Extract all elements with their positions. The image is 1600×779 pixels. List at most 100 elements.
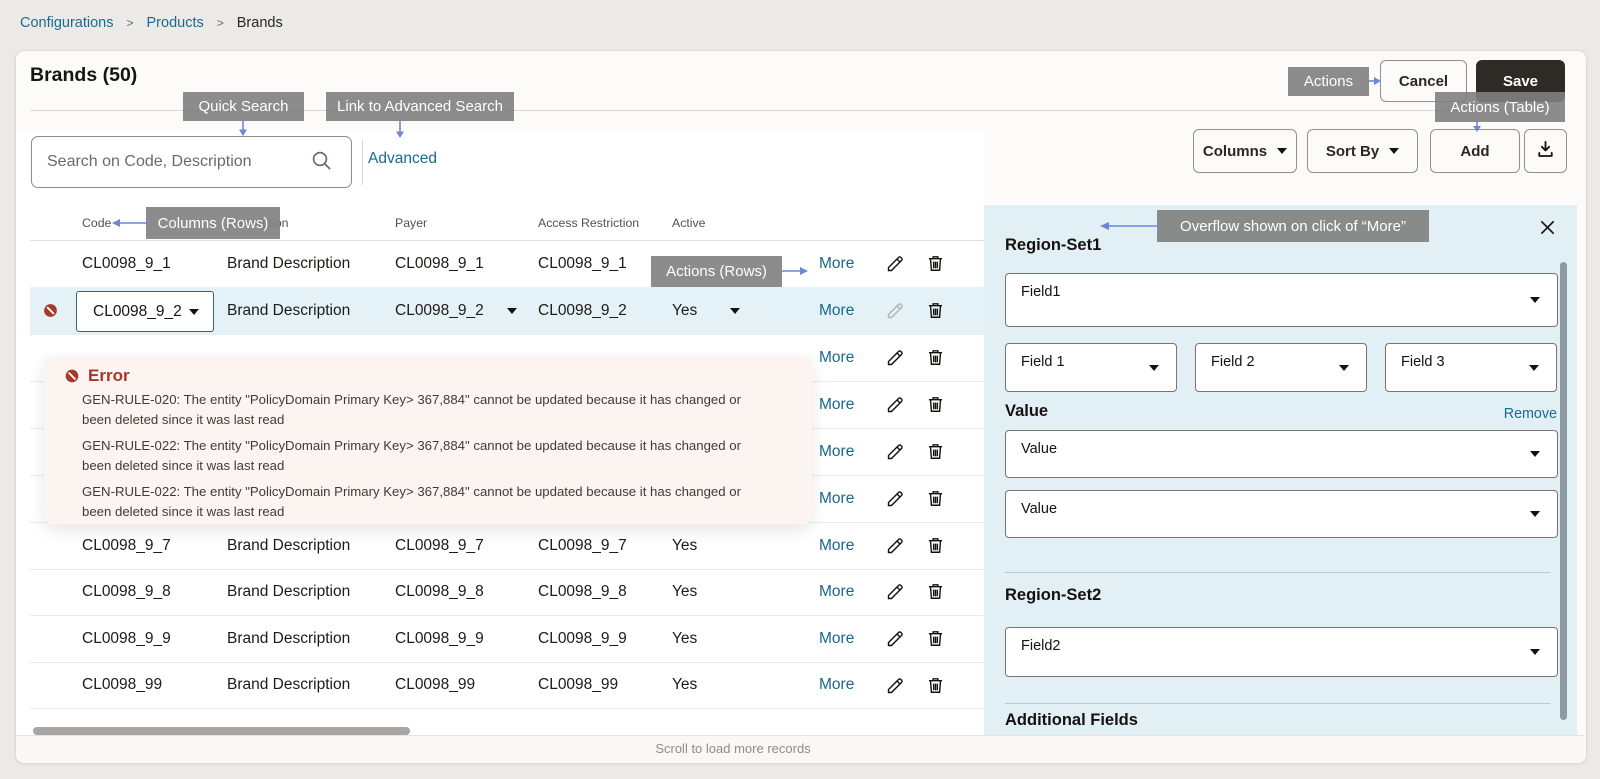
edit-pencil-icon[interactable] — [884, 475, 906, 522]
chevron-down-icon — [1389, 148, 1400, 154]
scroll-hint: Scroll to load more records — [655, 741, 811, 756]
chevron-down-icon[interactable] — [730, 308, 740, 314]
breadcrumb-separator: > — [216, 16, 224, 30]
field2-select[interactable]: Field2 — [1005, 627, 1558, 677]
cell-access-restriction: CL0098_9_9 — [538, 629, 627, 647]
code-select-value: CL0098_9_2 — [93, 302, 182, 320]
title-divider — [30, 110, 1554, 111]
code-select[interactable]: CL0098_9_2 — [76, 291, 214, 332]
breadcrumb-separator: > — [126, 16, 134, 30]
add-button[interactable]: Add — [1430, 129, 1520, 173]
columns-button-label: Columns — [1202, 142, 1268, 160]
edit-pencil-icon[interactable] — [884, 381, 906, 428]
value2-select[interactable]: Value — [1005, 490, 1558, 538]
more-link[interactable]: More — [819, 395, 855, 413]
error-forbidden-icon — [42, 302, 59, 324]
annotation-link-to-advanced-search: Link to Advanced Search — [326, 92, 514, 121]
delete-trash-icon[interactable] — [924, 662, 946, 708]
annotation-actions: Actions — [1288, 67, 1369, 96]
sort-by-button-label: Sort By — [1325, 142, 1380, 160]
breadcrumb: Configurations > Products > Brands — [20, 15, 283, 31]
delete-trash-icon[interactable] — [924, 615, 946, 662]
edit-pencil-icon[interactable] — [884, 240, 906, 287]
table-row: CL0098_99 Brand Description CL0098_99 CL… — [30, 662, 984, 709]
sub-field1-select-value: Field 1 — [1021, 354, 1065, 370]
cell-code: CL0098_99 — [82, 676, 163, 693]
vertical-scrollbar[interactable] — [1560, 262, 1567, 720]
sub-field2-select[interactable]: Field 2 — [1195, 343, 1367, 392]
error-message-line: GEN-RULE-020: The entity "PolicyDomain P… — [82, 392, 741, 407]
panel-divider — [1005, 703, 1550, 704]
arrow-left-icon — [112, 219, 148, 227]
cell-active: Yes — [672, 676, 698, 693]
more-link[interactable]: More — [819, 582, 855, 600]
delete-trash-icon[interactable] — [924, 475, 946, 522]
search-input[interactable] — [31, 136, 352, 188]
edit-pencil-icon[interactable] — [884, 522, 906, 569]
active-select-value[interactable]: Yes — [672, 301, 698, 319]
more-link[interactable]: More — [819, 348, 855, 366]
download-icon — [1534, 138, 1557, 165]
region-set2-heading: Region-Set2 — [1005, 586, 1102, 604]
edit-pencil-icon[interactable] — [884, 615, 906, 662]
delete-trash-icon[interactable] — [924, 428, 946, 475]
more-link[interactable]: More — [819, 254, 855, 272]
region-set1-heading: Region-Set1 — [1005, 236, 1102, 254]
breadcrumb-products[interactable]: Products — [146, 15, 204, 31]
value1-select-value: Value — [1021, 441, 1058, 457]
columns-button[interactable]: Columns — [1193, 129, 1297, 173]
table-footer — [16, 735, 1584, 762]
download-button[interactable] — [1524, 129, 1567, 173]
field2-select-value: Field2 — [1021, 638, 1061, 654]
edit-pencil-icon[interactable] — [884, 662, 906, 708]
more-link[interactable]: More — [819, 676, 855, 693]
chevron-down-icon — [1277, 148, 1288, 154]
arrow-right-icon — [782, 267, 808, 275]
more-link[interactable]: More — [819, 629, 855, 647]
value1-select[interactable]: Value — [1005, 430, 1558, 478]
field1-select-value: Field1 — [1021, 284, 1061, 300]
delete-trash-icon[interactable] — [924, 381, 946, 428]
more-link[interactable]: More — [819, 442, 855, 460]
horizontal-scrollbar[interactable] — [33, 727, 410, 735]
delete-trash-icon[interactable] — [924, 287, 946, 334]
more-link[interactable]: More — [819, 489, 855, 507]
arrow-left-icon — [1100, 222, 1158, 230]
table-row: CL0098_9_8 Brand Description CL0098_9_8 … — [30, 568, 984, 616]
breadcrumb-brands: Brands — [236, 15, 283, 31]
table-row: CL0098_9_7 Brand Description CL0098_9_7 … — [30, 522, 984, 570]
chevron-down-icon — [1530, 451, 1540, 457]
payer-select-value[interactable]: CL0098_9_2 — [395, 301, 484, 319]
sub-field1-select[interactable]: Field 1 — [1005, 343, 1177, 392]
error-message-line: GEN-RULE-022: The entity "PolicyDomain P… — [82, 438, 741, 453]
cell-payer: CL0098_9_8 — [395, 582, 484, 600]
value-heading: Value — [1005, 402, 1049, 420]
error-message: GEN-RULE-022: The entity "PolicyDomain P… — [82, 436, 782, 475]
more-link[interactable]: More — [819, 536, 855, 554]
delete-trash-icon[interactable] — [924, 568, 946, 615]
cell-code: CL0098_9_9 — [82, 629, 171, 647]
delete-trash-icon[interactable] — [924, 334, 946, 381]
breadcrumb-configurations[interactable]: Configurations — [20, 15, 114, 31]
edit-pencil-icon[interactable] — [884, 568, 906, 615]
edit-pencil-icon — [884, 287, 906, 334]
chevron-down-icon — [1529, 364, 1539, 371]
edit-pencil-icon[interactable] — [884, 428, 906, 475]
chevron-down-icon — [1339, 364, 1349, 371]
annotation-overflow-more: Overflow shown on click of “More” — [1157, 210, 1429, 242]
remove-link[interactable]: Remove — [1503, 406, 1557, 422]
close-icon[interactable] — [1534, 214, 1560, 240]
delete-trash-icon[interactable] — [924, 522, 946, 569]
sort-by-button[interactable]: Sort By — [1307, 129, 1418, 173]
cell-description: Brand Description — [227, 629, 351, 647]
advanced-search-link[interactable]: Advanced — [368, 150, 437, 167]
annotation-columns-rows: Columns (Rows) — [146, 207, 280, 239]
sub-field3-select[interactable]: Field 3 — [1385, 343, 1557, 392]
edit-pencil-icon[interactable] — [884, 334, 906, 381]
arrow-down-icon — [239, 121, 247, 136]
field1-select[interactable]: Field1 — [1005, 273, 1558, 327]
error-message-line: been deleted since it was last read — [82, 457, 285, 473]
delete-trash-icon[interactable] — [924, 240, 946, 287]
more-link[interactable]: More — [819, 301, 855, 319]
chevron-down-icon[interactable] — [507, 308, 517, 314]
